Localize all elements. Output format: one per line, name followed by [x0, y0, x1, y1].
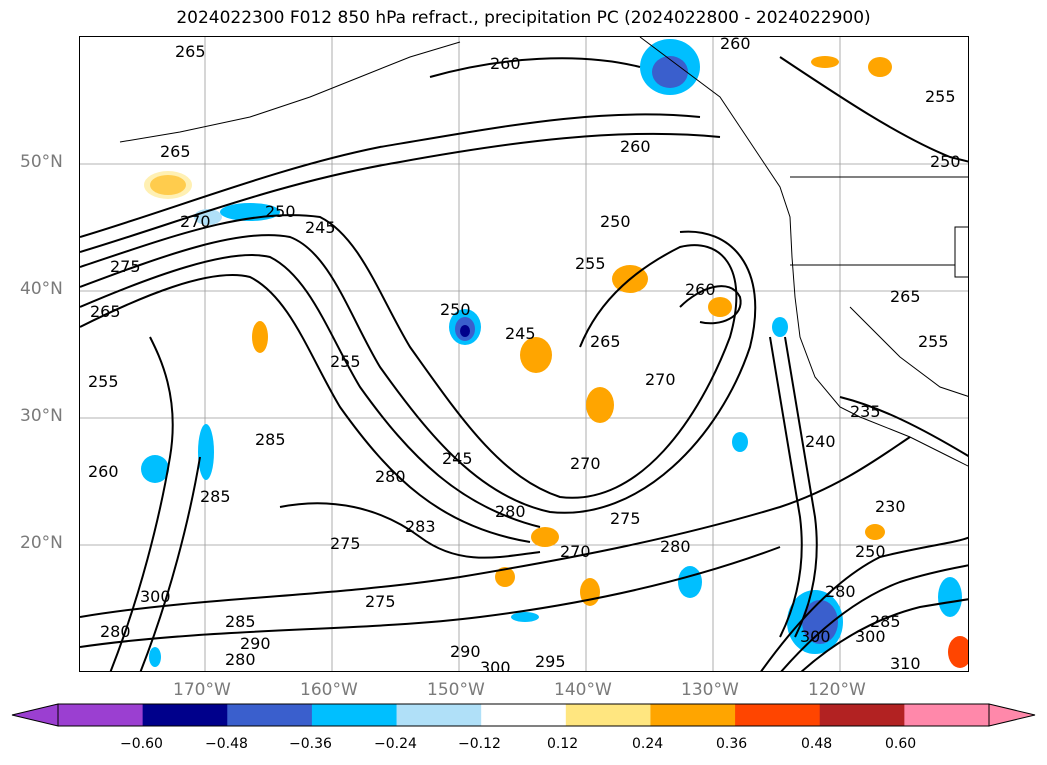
contour-label: 280	[100, 622, 131, 641]
precip-shading	[141, 39, 968, 668]
contour-label: 270	[570, 454, 601, 473]
contour-label: 255	[925, 87, 956, 106]
colorbar-tick: 0.24	[632, 736, 664, 752]
contour-label: 275	[110, 257, 141, 276]
contour-label: 280	[225, 650, 256, 669]
contour-label: 290	[450, 642, 481, 661]
contour-label: 285	[200, 487, 231, 506]
lon-label-160w: 160°W	[300, 680, 358, 700]
contour-label: 280	[825, 582, 856, 601]
colorbar-segment	[819, 704, 905, 726]
contour-label: 250	[265, 202, 296, 221]
contour-label: 255	[330, 352, 361, 371]
contour-label: 300	[855, 627, 886, 646]
contour-label: 265	[175, 42, 206, 61]
contour-label: 285	[225, 612, 256, 631]
contour-label: 295	[535, 652, 566, 671]
lat-label-20n: 20°N	[20, 533, 63, 553]
lon-label-170w: 170°W	[173, 680, 231, 700]
contour-label: 275	[365, 592, 396, 611]
colorbar-segment	[58, 704, 144, 726]
contour-label: 250	[855, 542, 886, 561]
contour-label: 230	[875, 497, 906, 516]
coastline	[119, 37, 968, 467]
colorbar-tick: −0.12	[458, 736, 501, 752]
graticule	[80, 37, 968, 671]
lon-label-120w: 120°W	[808, 680, 866, 700]
colorbar-tick: −0.24	[374, 736, 417, 752]
contour-label: 270	[560, 542, 591, 561]
colorbar-segment	[481, 704, 567, 726]
contour-label: 245	[305, 218, 336, 237]
colorbar-segment	[396, 704, 482, 726]
colorbar-segment	[227, 704, 313, 726]
contour-label: 290	[240, 634, 271, 653]
contour-label: 260	[685, 280, 716, 299]
colorbar-extend-low	[12, 704, 58, 726]
contour-label: 275	[610, 509, 641, 528]
contour-label: 265	[90, 302, 121, 321]
contour-label: 260	[720, 37, 751, 53]
map-title: 2024022300 F012 850 hPa refract., precip…	[176, 8, 871, 28]
contour-label: 260	[490, 54, 521, 73]
contour-label: 270	[180, 212, 211, 231]
contour-label: 255	[918, 332, 949, 351]
map-canvas: 265 260 260 255 265 260 250 250 245 250 …	[80, 37, 968, 672]
contour-label: 300	[480, 658, 511, 672]
contour-labels: 265 260 260 255 265 260 250 250 245 250 …	[88, 37, 961, 672]
colorbar-segment	[650, 704, 736, 726]
contour-label: 255	[575, 254, 606, 273]
colorbar-tick: −0.60	[120, 736, 163, 752]
contour-label: 310	[890, 654, 921, 672]
lat-label-40n: 40°N	[20, 279, 63, 299]
colorbar-tick: 0.12	[547, 736, 579, 752]
lon-label-130w: 130°W	[681, 680, 739, 700]
contour-label: 270	[645, 370, 676, 389]
contour-label: 265	[160, 142, 191, 161]
contour-label: 265	[590, 332, 621, 351]
contour-label: 250	[440, 300, 471, 319]
colorbar-segment	[142, 704, 228, 726]
contour-label: 280	[660, 537, 691, 556]
contour-label: 275	[330, 534, 361, 553]
map-panel[interactable]: 265 260 260 255 265 260 250 250 245 250 …	[79, 36, 969, 672]
contour-label: 260	[620, 137, 651, 156]
contour-label: 265	[890, 287, 921, 306]
contour-label: 285	[870, 612, 901, 631]
colorbar-tick: 0.48	[801, 736, 833, 752]
contour-label: 280	[495, 502, 526, 521]
colorbar-tick: −0.36	[289, 736, 332, 752]
colorbar-tick: 0.36	[716, 736, 748, 752]
colorbar-segment	[565, 704, 651, 726]
contour-label: 300	[140, 587, 171, 606]
contour-label: 260	[88, 462, 119, 481]
contour-label: 250	[600, 212, 631, 231]
contour-label: 300	[800, 627, 831, 646]
lon-label-140w: 140°W	[554, 680, 612, 700]
colorbar	[11, 703, 1036, 727]
lon-label-150w: 150°W	[427, 680, 485, 700]
contour-label: 235	[850, 402, 881, 421]
contour-label: 240	[805, 432, 836, 451]
contour-label: 245	[505, 324, 536, 343]
contour-label: 255	[88, 372, 119, 391]
refractivity-contours	[80, 56, 968, 671]
contour-label: 280	[375, 467, 406, 486]
colorbar-extend-high	[989, 704, 1035, 726]
colorbar-tick: −0.48	[205, 736, 248, 752]
contour-label: 245	[442, 449, 473, 468]
contour-label: 285	[255, 430, 286, 449]
colorbar-tick: 0.60	[885, 736, 917, 752]
colorbar-segment	[904, 704, 990, 726]
lat-label-50n: 50°N	[20, 152, 63, 172]
lat-label-30n: 30°N	[20, 406, 63, 426]
colorbar-segment	[311, 704, 398, 726]
contour-label: 250	[930, 152, 961, 171]
contour-label: 283	[405, 517, 436, 536]
colorbar-segment	[735, 704, 821, 726]
